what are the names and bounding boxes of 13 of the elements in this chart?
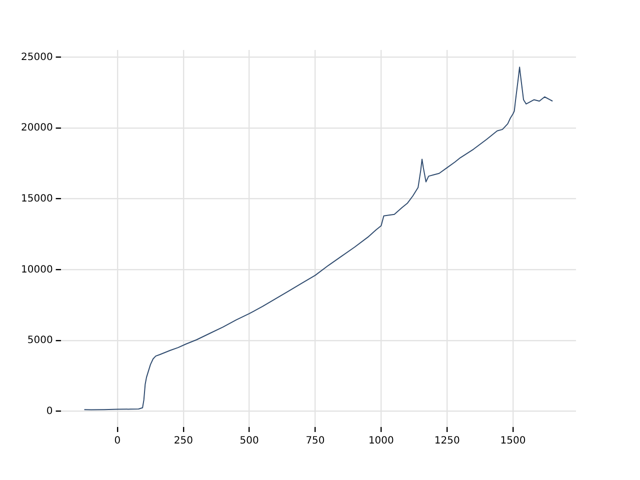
x-tick-label: 0 [114,436,121,447]
y-tick-label: 15000 [21,193,53,204]
x-tick-label: 750 [306,436,325,447]
y-tick-label: 0 [46,406,53,417]
y-tick-label: 10000 [21,264,53,276]
y-tick-label: 5000 [27,335,53,346]
x-tick-label: 1250 [434,436,460,447]
x-tick-label: 1500 [500,436,526,447]
x-tick-label: 250 [174,436,193,447]
x-tick-label: 1000 [368,436,394,447]
x-tick-label: 500 [240,436,259,447]
y-tick-label: 20000 [21,122,53,134]
y-tick-label: 25000 [21,52,53,63]
